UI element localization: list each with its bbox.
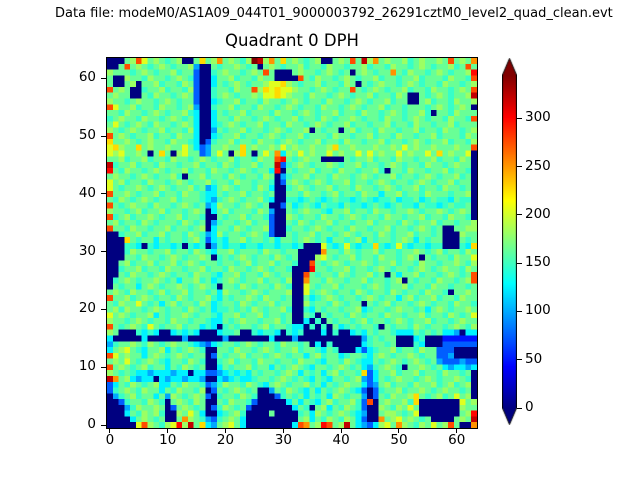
x-tick-label: 20 xyxy=(216,432,235,448)
y-tick-label: 20 xyxy=(78,300,96,317)
y-tick-mark xyxy=(101,308,106,310)
x-tick-label: 60 xyxy=(448,432,466,448)
x-tick-mark xyxy=(167,428,169,433)
colorbar-tick-mark xyxy=(517,117,522,119)
data-file-label: Data file: modeM0/AS1A09_044T01_90000037… xyxy=(55,6,613,21)
y-tick-mark xyxy=(101,135,106,137)
x-tick-mark xyxy=(282,428,284,433)
x-tick-mark xyxy=(398,428,400,433)
colorbar-tick-label: 50 xyxy=(525,350,543,367)
y-tick-label: 10 xyxy=(78,358,96,375)
x-tick-label: 30 xyxy=(274,432,292,448)
y-tick-mark xyxy=(101,77,106,79)
colorbar-tick-label: 100 xyxy=(525,302,551,319)
colorbar-tick-mark xyxy=(517,166,522,168)
y-tick-mark xyxy=(101,193,106,195)
y-tick-mark xyxy=(101,424,106,426)
y-tick-label: 40 xyxy=(78,184,96,201)
x-tick-mark xyxy=(225,428,227,433)
colorbar-tick-label: 0 xyxy=(525,399,534,415)
heatmap-image xyxy=(107,58,477,428)
x-tick-label: 10 xyxy=(159,432,177,448)
colorbar-tick-label: 200 xyxy=(525,205,551,222)
x-tick-label: 40 xyxy=(332,432,350,448)
colorbar-tick-mark xyxy=(517,214,522,216)
y-tick-label: 50 xyxy=(78,127,96,144)
chart-title: Quadrant 0 DPH xyxy=(225,31,359,50)
plot-axes-frame xyxy=(106,57,478,429)
colorbar-tick-mark xyxy=(517,262,522,264)
colorbar-tick-label: 150 xyxy=(525,254,551,271)
colorbar-tick-mark xyxy=(517,310,522,312)
x-tick-label: 0 xyxy=(105,432,115,448)
x-tick-mark xyxy=(456,428,458,433)
x-tick-label: 50 xyxy=(390,432,408,448)
colorbar-tick-mark xyxy=(517,359,522,361)
y-tick-label: 0 xyxy=(87,416,96,433)
colorbar-tick-mark xyxy=(517,407,522,409)
x-tick-mark xyxy=(109,428,111,433)
colorbar-tick-label: 300 xyxy=(525,109,551,126)
y-tick-label: 60 xyxy=(78,69,96,86)
x-tick-mark xyxy=(340,428,342,433)
colorbar xyxy=(502,58,517,425)
y-tick-mark xyxy=(101,366,106,368)
y-tick-mark xyxy=(101,251,106,253)
y-tick-label: 30 xyxy=(78,242,96,259)
colorbar-tick-label: 250 xyxy=(525,157,551,174)
